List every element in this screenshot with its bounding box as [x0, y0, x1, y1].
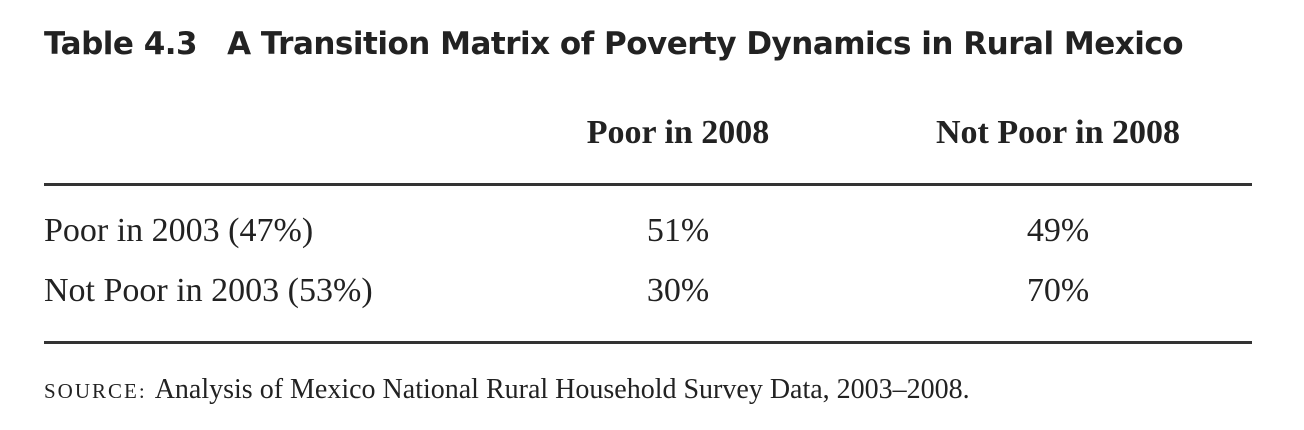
table-title: Table 4.3 A Transition Matrix of Poverty … [44, 26, 1184, 62]
row-label: Not Poor in 2003 (53%) [44, 272, 373, 309]
source-text: Analysis of Mexico National Rural Househ… [154, 374, 970, 405]
table-heading: A Transition Matrix of Poverty Dynamics … [227, 26, 1184, 62]
table-label: Table 4.3 [44, 26, 198, 62]
cell: 49% [1026, 212, 1090, 249]
cell: 70% [1026, 272, 1090, 309]
column-header: Not Poor in 2008 [936, 114, 1180, 151]
cell: 30% [646, 272, 710, 309]
source-label: SOURCE: [44, 379, 147, 403]
bottom-rule [44, 341, 1252, 344]
top-rule [44, 183, 1252, 186]
row-label: Poor in 2003 (47%) [44, 212, 314, 249]
cell: 51% [646, 212, 710, 249]
column-header: Poor in 2008 [586, 114, 770, 151]
source-note: SOURCE: Analysis of Mexico National Rural… [44, 374, 970, 406]
